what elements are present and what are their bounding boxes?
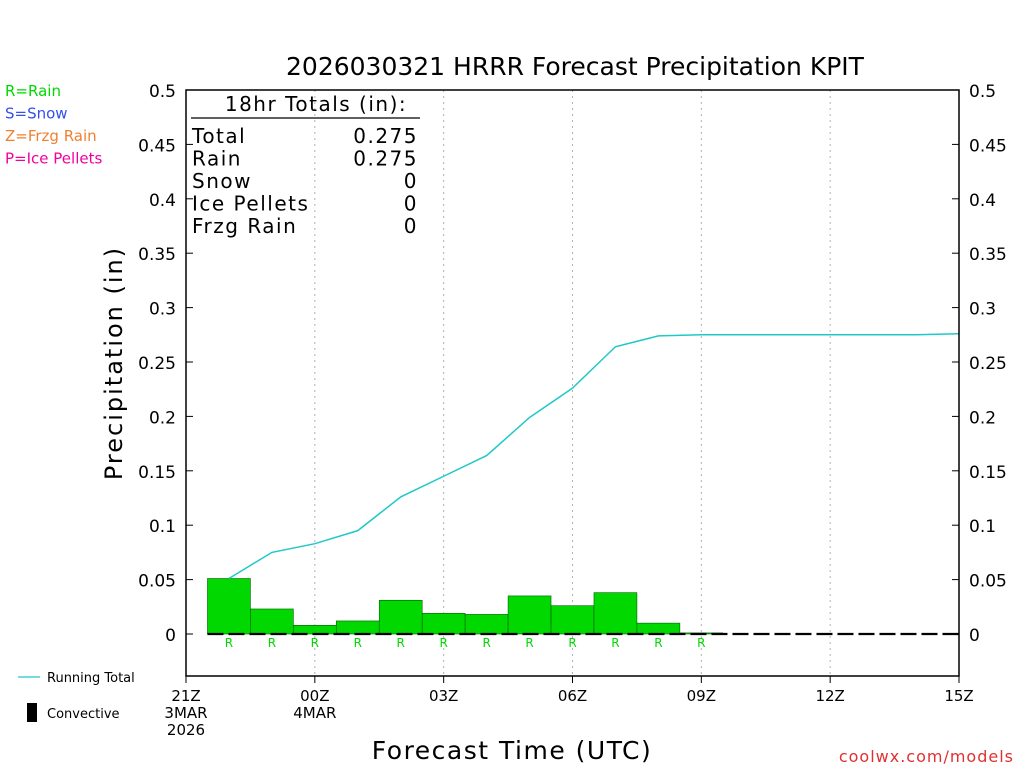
ptype-label: R (439, 636, 447, 650)
precip-bar (207, 578, 251, 635)
y-tick-label: 0.45 (138, 136, 176, 156)
precip-bar (550, 605, 595, 635)
y-tick-label: 0.45 (969, 136, 1007, 156)
totals-box: 18hr Totals (in): Total 0.275 Rain 0.275 Snow… (191, 92, 420, 238)
y-tick-label: 0.3 (969, 300, 996, 320)
ptype-key-item: S=Snow (5, 105, 68, 123)
y-axis-label: Precipitation (in) (100, 246, 128, 480)
y-tick-label: 0.2 (969, 408, 996, 428)
y-tick-label: 0.4 (969, 191, 996, 211)
totals-row-label: Frzg Rain (192, 214, 297, 238)
legend-running-total-label: Running Total (47, 671, 135, 686)
ptype-label: R (311, 636, 319, 650)
x-tick-label: 12Z (815, 687, 844, 705)
y-tick-label: 0.35 (969, 245, 1007, 265)
y-tick-label: 0.05 (138, 572, 176, 592)
totals-row-label: Ice Pellets (192, 192, 309, 216)
precip-bar (293, 624, 337, 635)
ptype-label: R (397, 636, 405, 650)
y-axis-right: 0 0.05 0.1 0.15 0.2 0.25 0.3 0.35 0.4 0.45 0.5 (952, 82, 1007, 646)
y-tick-label: 0.4 (149, 191, 176, 211)
ptype-label: R (225, 636, 233, 650)
y-tick-label: 0.15 (969, 463, 1007, 483)
ptype-label: R (268, 636, 276, 650)
ptype-label: R (525, 636, 533, 650)
y-axis-left: 0 0.05 0.1 0.15 0.2 0.25 0.3 0.35 0.4 0.45 0.5 (138, 82, 193, 646)
totals-row-label: Rain (192, 147, 242, 171)
precip-bar (378, 599, 423, 635)
y-tick-label: 0.5 (969, 82, 996, 102)
y-tick-label: 0 (165, 626, 176, 646)
ptype-label: R (482, 636, 490, 650)
bars (207, 578, 724, 635)
x-tick-label: 3MAR (164, 704, 207, 722)
x-tick-label: 09Z (687, 687, 716, 705)
totals-row-label: Snow (192, 169, 252, 193)
chart-title: 2026030321 HRRR Forecast Precipitation K… (286, 52, 865, 81)
x-tick-label: 00Z (300, 687, 329, 705)
precip-bar (593, 592, 638, 635)
y-tick-label: 0.2 (149, 408, 176, 428)
totals-row-label: Total (191, 124, 246, 148)
precip-bar (421, 613, 466, 635)
grid-lines (314, 90, 831, 676)
precip-bar (336, 620, 380, 635)
credit-text: coolwx.com/models (839, 747, 1014, 766)
ptype-key-item: R=Rain (5, 82, 61, 100)
y-tick-label: 0.25 (969, 354, 1007, 374)
totals-row-value: 0.275 (353, 124, 418, 148)
y-tick-label: 0.25 (138, 354, 176, 374)
y-tick-label: 0.1 (969, 517, 996, 537)
ptype-key-item: P=Ice Pellets (5, 150, 102, 168)
totals-heading: 18hr Totals (in): (225, 92, 407, 116)
precip-bar (250, 608, 294, 635)
y-tick-label: 0.35 (138, 245, 176, 265)
legend-convective-swatch (27, 703, 37, 722)
ptype-label: R (654, 636, 662, 650)
precip-bar (636, 622, 681, 635)
y-tick-label: 0 (969, 626, 980, 646)
totals-row-value: 0.275 (353, 147, 418, 171)
ptype-label: R (568, 636, 576, 650)
ptype-key-item: Z=Frzg Rain (5, 127, 97, 145)
precip-bar (464, 614, 509, 635)
y-tick-label: 0.15 (138, 463, 176, 483)
y-tick-label: 0.05 (969, 572, 1007, 592)
precip-bar (507, 595, 552, 635)
x-tick-label: 4MAR (293, 704, 336, 722)
ptype-label: R (697, 636, 705, 650)
totals-row-value: 0 (404, 192, 418, 216)
x-tick-label: 21Z (171, 687, 200, 705)
running-total-line (228, 332, 960, 580)
ptype-label: R (354, 636, 362, 650)
x-axis-label: Forecast Time (UTC) (372, 736, 652, 765)
legend-convective-label: Convective (47, 707, 120, 722)
y-tick-label: 0.1 (149, 517, 176, 537)
x-tick-label: 15Z (944, 687, 973, 705)
totals-row-value: 0 (404, 169, 418, 193)
y-tick-label: 0.5 (149, 82, 176, 102)
ptype-key: R=Rain S=Snow Z=Frzg Rain P=Ice Pellets (5, 82, 102, 168)
totals-row-value: 0 (404, 214, 418, 238)
legend: Running Total Convective (18, 671, 135, 722)
x-tick-label: 03Z (429, 687, 458, 705)
running-total-series (228, 332, 960, 580)
x-tick-label: 06Z (558, 687, 587, 705)
ptype-label: R (611, 636, 619, 650)
x-tick-label: 2026 (167, 721, 205, 739)
y-tick-label: 0.3 (149, 300, 176, 320)
